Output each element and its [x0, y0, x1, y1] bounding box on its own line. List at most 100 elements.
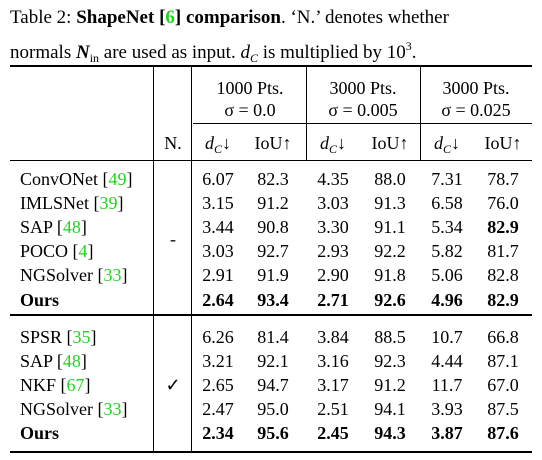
value-cell: 5.82 [431, 240, 463, 262]
value-cell: 5.34 [431, 216, 463, 238]
value-cell: 88.0 [374, 168, 406, 190]
method-cell: SAP [48] [20, 216, 87, 238]
value-cell: 2.91 [202, 264, 234, 286]
value-cell: 2.93 [317, 240, 349, 262]
value: 3.93 [431, 399, 463, 420]
value-cell: 11.7 [432, 374, 463, 396]
value-cell: 82.9 [487, 216, 519, 238]
value: 67.0 [487, 375, 519, 396]
value: 91.2 [257, 193, 289, 214]
method-cell: SPSR [35] [20, 326, 97, 348]
value: 2.51 [317, 399, 349, 420]
text-segment: 4 [78, 241, 88, 262]
value-cell: 87.6 [487, 422, 519, 444]
value: 2.91 [202, 265, 234, 286]
metric-arrow: ↑ [512, 133, 522, 153]
metric-header: IoU↑ [255, 132, 292, 154]
value-cell: 87.1 [487, 350, 519, 372]
value: 82.9 [487, 289, 519, 310]
metric-symbol: d [433, 133, 443, 153]
value-cell: 78.7 [487, 168, 519, 190]
value-cell: 91.3 [374, 192, 406, 214]
value: 81.7 [487, 241, 519, 262]
text-segment: ] [117, 193, 124, 214]
value: 5.82 [431, 241, 463, 262]
value: 3.21 [202, 351, 234, 372]
value-cell: 92.3 [374, 350, 406, 372]
value-cell: 3.93 [431, 398, 463, 420]
text-segment: Ours [20, 423, 60, 444]
value: 91.8 [374, 265, 406, 286]
column-rule [191, 66, 192, 452]
value: 2.64 [202, 289, 234, 310]
header-cell: σ = 0.025 [441, 99, 510, 121]
n-header: N. [164, 133, 182, 153]
text-segment: 48 [62, 351, 81, 372]
value-cell: 4.96 [431, 289, 463, 311]
value: 92.7 [257, 241, 289, 262]
text-segment: 67 [66, 375, 85, 396]
metric-symbol: d [204, 133, 214, 153]
value-cell: 92.1 [257, 350, 289, 372]
group-rule [10, 314, 532, 316]
value-cell: 3.30 [317, 216, 349, 238]
column-rule [306, 66, 307, 161]
method-cell: Ours [20, 422, 59, 444]
text-segment: ] [121, 265, 128, 286]
value: 3.15 [202, 193, 234, 214]
value: 3.84 [317, 327, 349, 347]
column-group-points: 1000 Pts. [216, 78, 284, 98]
value: 88.0 [374, 169, 406, 189]
metric-arrow: ↑ [282, 133, 292, 153]
value-cell: 66.8 [487, 326, 519, 348]
text-segment: 33 [103, 265, 122, 286]
text-segment: POCO [ [20, 241, 79, 262]
text-segment: ] [87, 241, 94, 262]
value-cell: 92.6 [374, 289, 406, 311]
text-segment: ] [90, 327, 97, 347]
value: 2.71 [317, 289, 349, 310]
text-segment: IMLSNet [ [20, 193, 100, 214]
value: 93.4 [257, 289, 289, 310]
metric-symbol: IoU [254, 133, 283, 153]
text-segment: 39 [99, 193, 118, 214]
value: 4.96 [431, 289, 463, 310]
value-cell: 91.9 [257, 264, 289, 286]
value: 88.5 [374, 327, 406, 347]
value-cell: 5.06 [431, 264, 463, 286]
value: 87.5 [487, 399, 519, 420]
value-cell: 3.21 [202, 350, 234, 372]
value: 3.44 [202, 217, 234, 238]
method-cell: NGSolver [33] [20, 398, 128, 420]
value: 92.1 [257, 351, 289, 372]
value: 2.34 [202, 423, 234, 444]
header-bottom-rule [10, 160, 532, 161]
value: 94.7 [257, 375, 289, 396]
value: 2.90 [317, 265, 349, 286]
text-segment: 49 [108, 169, 127, 189]
text-segment: is multiplied by 10 [257, 42, 406, 63]
value-cell: 91.1 [374, 216, 406, 238]
column-group-sigma: σ = 0.025 [441, 100, 511, 120]
value-cell: 6.07 [202, 168, 234, 190]
value-cell: 4.35 [317, 168, 349, 190]
text-segment: 33 [103, 399, 122, 420]
value-cell: 2.51 [317, 398, 349, 420]
text-segment: ] [80, 351, 87, 372]
text-segment: ] [121, 399, 128, 420]
header-cell: 1000 Pts. [216, 77, 283, 99]
value-cell: 82.9 [487, 289, 519, 311]
value: 82.9 [487, 217, 519, 238]
value: 92.3 [374, 351, 406, 372]
value: 11.7 [431, 375, 463, 396]
text-segment: C [249, 51, 258, 65]
value-cell: 67.0 [487, 374, 519, 396]
text-segment: d [240, 42, 250, 63]
value-cell: 95.6 [257, 422, 289, 444]
value-cell: 95.0 [257, 398, 289, 420]
value: 6.26 [202, 327, 234, 347]
metric-header: IoU↑ [372, 132, 409, 154]
value-cell: 91.2 [257, 192, 289, 214]
value-cell: 3.44 [202, 216, 234, 238]
column-group-points: 3000 Pts. [329, 78, 397, 98]
